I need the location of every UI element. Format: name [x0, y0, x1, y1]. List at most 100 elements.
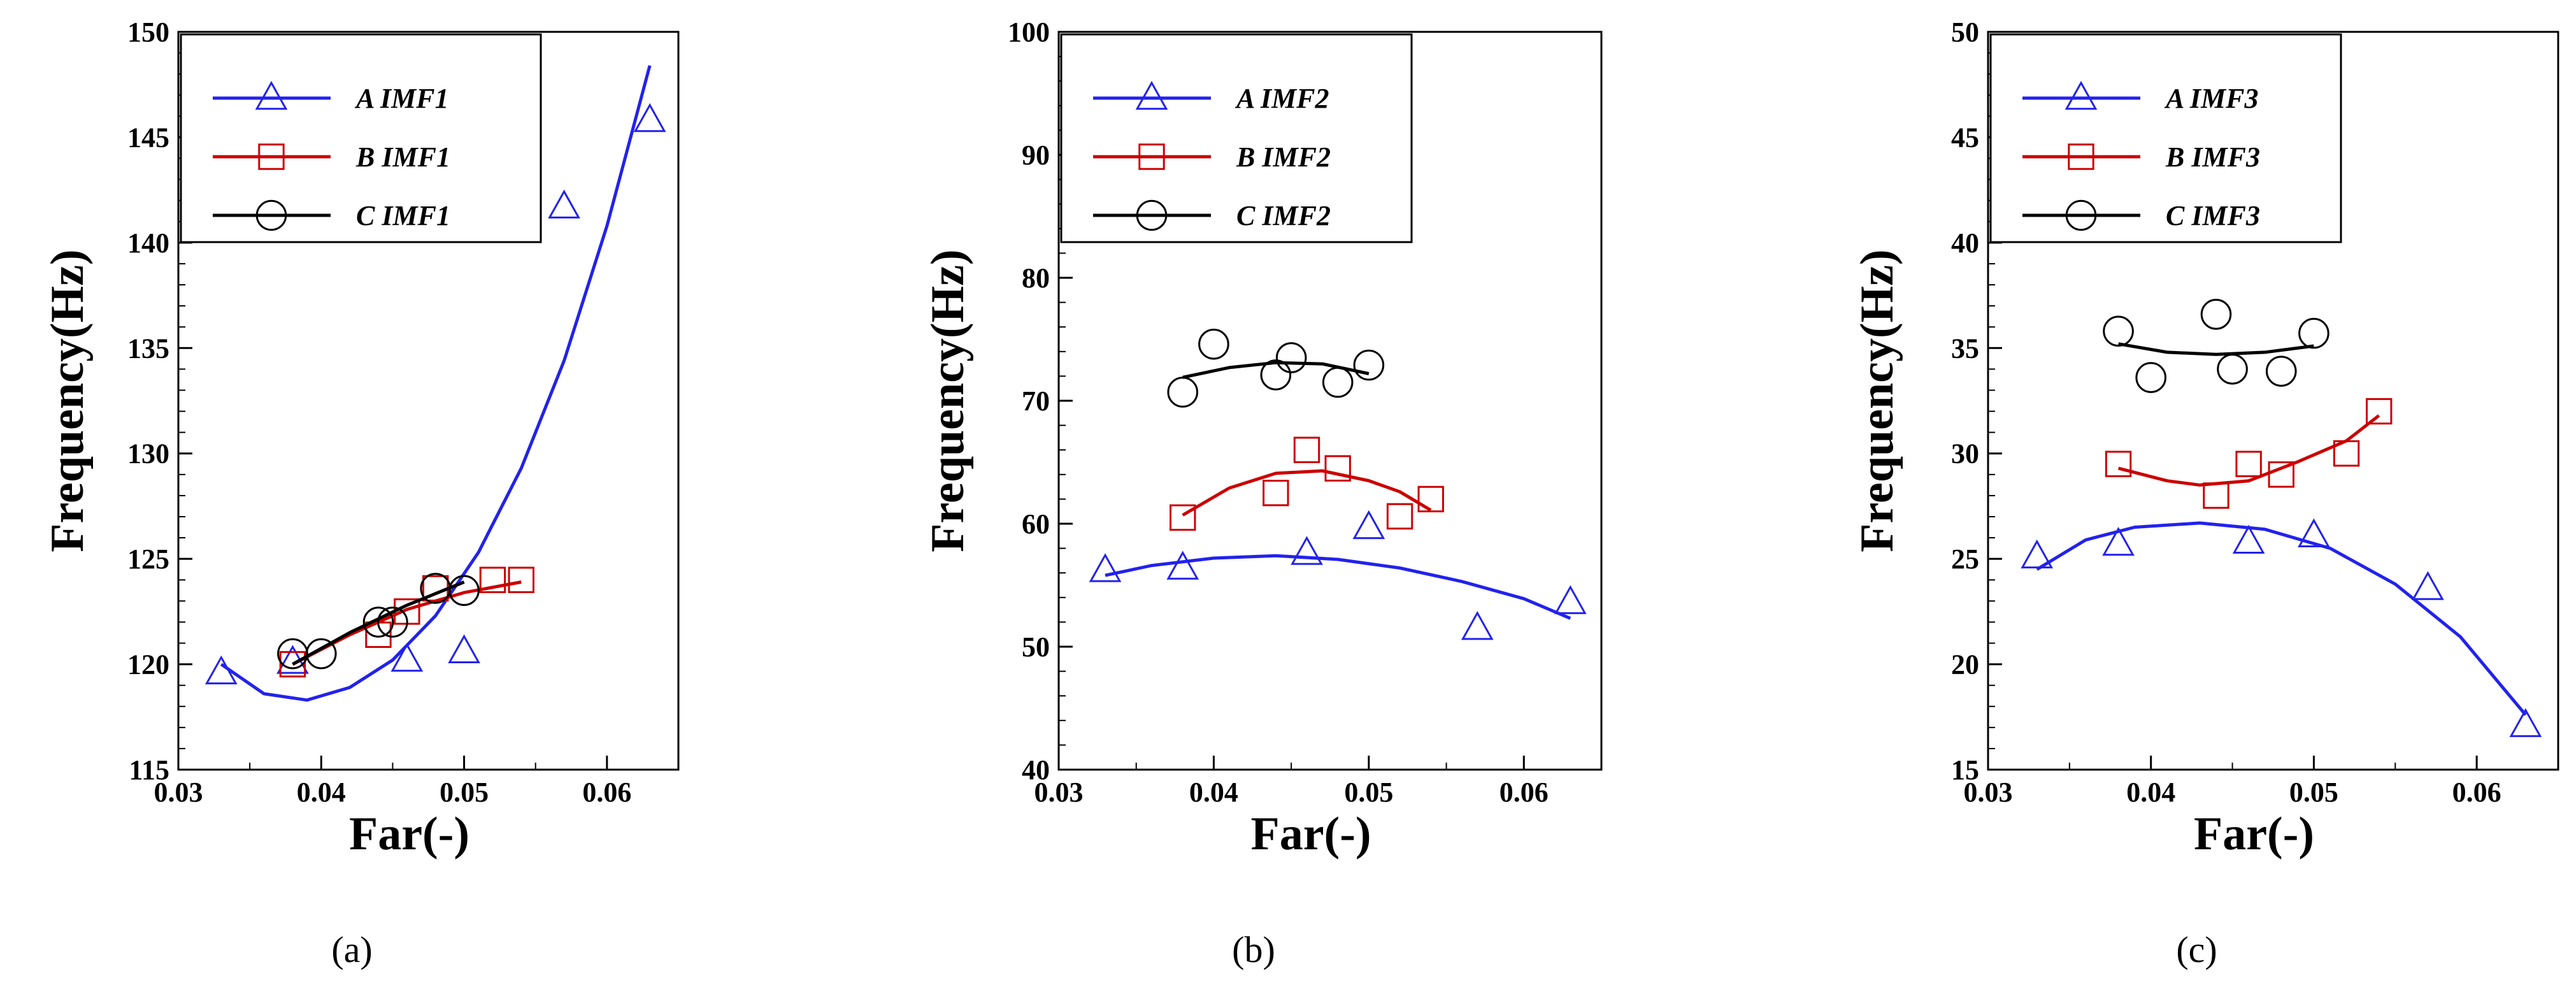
data-point-c — [1322, 366, 1354, 398]
data-point-a — [2021, 539, 2054, 569]
data-point-c — [1275, 342, 1307, 373]
data-point-a — [1166, 550, 1199, 580]
legend-box — [180, 33, 542, 243]
series-b-3 — [2105, 398, 2393, 509]
y-tick-label: 130 — [127, 438, 169, 470]
legend: A IMF1 B IMF1 C IMF1 — [180, 33, 542, 243]
data-point-b — [1293, 436, 1320, 463]
fit-curve-a — [2036, 521, 2527, 716]
series-a-2 — [1089, 510, 1587, 640]
y-tick-label: 40 — [1022, 754, 1050, 786]
legend-marker — [1136, 199, 1168, 231]
fit-curve-c — [1182, 361, 1370, 379]
legend-marker — [255, 80, 288, 110]
y-axis-title: Frequency(Hz) — [41, 249, 94, 552]
fit-curve-a — [1105, 554, 1571, 620]
legend: A IMF2 B IMF2 C IMF2 — [1060, 33, 1413, 243]
y-tick-label: 50 — [1022, 631, 1050, 663]
data-point-c — [305, 638, 337, 670]
legend-label: A IMF2 — [1234, 83, 1329, 114]
legend: A IMF3 B IMF3 C IMF3 — [1989, 33, 2342, 243]
legend-box — [1989, 33, 2342, 243]
chart-panel-2: 0.03 0.04 0.05 0.06 40 50 60 70 80 90 100 Far(-) Fre… — [922, 17, 1603, 970]
y-tick-label: 40 — [1951, 227, 1979, 259]
panel-label: (b) — [1232, 929, 1275, 970]
x-tick-label: 0.03 — [1034, 777, 1084, 808]
data-point-c — [1260, 359, 1292, 391]
data-point-c — [377, 607, 408, 638]
y-tick-label: 145 — [127, 122, 169, 153]
fit-curve-c — [2118, 342, 2314, 356]
x-tick-label: 0.04 — [2126, 777, 2175, 808]
legend-item-b: B IMF3 — [2022, 141, 2260, 173]
data-point-b — [1263, 480, 1289, 507]
y-tick-label: 80 — [1022, 262, 1050, 294]
legend-label: B IMF3 — [2165, 141, 2260, 173]
legend-item-c: C IMF2 — [1093, 199, 1331, 231]
x-tick-label: 0.06 — [2452, 777, 2501, 808]
y-axis-title: Frequency(Hz) — [922, 249, 974, 552]
data-point-a — [1352, 510, 1385, 540]
y-tick-label: 140 — [127, 227, 169, 259]
y-tick-label: 45 — [1951, 122, 1979, 153]
data-point-b — [2268, 461, 2294, 488]
legend-item-a: A IMF3 — [2022, 80, 2259, 114]
legend-label: C IMF2 — [1236, 200, 1331, 231]
data-point-b — [2105, 450, 2132, 477]
legend-item-c: C IMF3 — [2022, 199, 2260, 231]
series-c-3 — [2103, 299, 2329, 393]
x-tick-label: 0.03 — [154, 777, 203, 808]
series-a-3 — [2021, 518, 2542, 737]
legend-label: C IMF3 — [2166, 200, 2260, 231]
legend-box — [1060, 33, 1413, 243]
y-tick-label: 20 — [1951, 649, 1979, 680]
y-tick-label: 30 — [1951, 438, 1979, 470]
data-point-a — [2102, 526, 2135, 556]
plot-frame — [1987, 31, 2559, 771]
legend-item-b: B IMF1 — [213, 141, 450, 173]
y-tick-label: 125 — [127, 543, 169, 575]
x-axis-title: Far(-) — [2194, 808, 2314, 860]
data-point-a — [204, 655, 238, 685]
legend-marker — [2064, 80, 2098, 110]
legend-marker — [255, 199, 287, 231]
legend-item-b: B IMF2 — [1093, 141, 1331, 173]
y-tick-label: 70 — [1022, 385, 1050, 417]
legend-item-a: A IMF1 — [213, 80, 449, 114]
x-tick-label: 0.06 — [1499, 777, 1549, 808]
data-point-b — [508, 566, 534, 593]
legend-marker — [258, 143, 285, 170]
x-tick-label: 0.06 — [582, 777, 631, 808]
data-point-c — [1198, 328, 1229, 360]
data-point-c — [1353, 349, 1385, 381]
y-axis-title: Frequency(Hz) — [1851, 249, 1903, 552]
data-point-b — [1324, 455, 1351, 482]
data-point-b — [2366, 398, 2393, 425]
y-tick-label: 60 — [1022, 508, 1050, 540]
data-point-a — [1554, 585, 1587, 614]
data-point-c — [2135, 362, 2167, 393]
legend-marker — [2065, 199, 2097, 231]
legend-marker — [1135, 80, 1168, 110]
y-tick-label: 100 — [1008, 17, 1050, 48]
fit-curve-a — [220, 65, 652, 702]
data-point-a — [1291, 536, 1323, 565]
data-point-c — [2217, 354, 2248, 385]
data-point-a — [448, 634, 480, 664]
data-point-c — [1167, 377, 1199, 408]
y-tick-label: 25 — [1951, 543, 1979, 575]
x-tick-label: 0.05 — [1344, 777, 1393, 808]
data-point-a — [1089, 553, 1122, 582]
data-point-b — [279, 651, 306, 678]
y-tick-label: 90 — [1022, 140, 1050, 171]
legend-label: B IMF2 — [1236, 141, 1331, 173]
data-point-a — [2412, 571, 2444, 600]
data-point-a — [2298, 518, 2330, 548]
x-tick-label: 0.05 — [440, 777, 489, 808]
data-point-c — [448, 575, 480, 607]
data-point-a — [633, 103, 666, 133]
data-point-b — [479, 566, 506, 593]
fit-curve-b — [1182, 469, 1432, 517]
data-point-b — [2333, 440, 2360, 467]
data-point-c — [2103, 315, 2134, 347]
